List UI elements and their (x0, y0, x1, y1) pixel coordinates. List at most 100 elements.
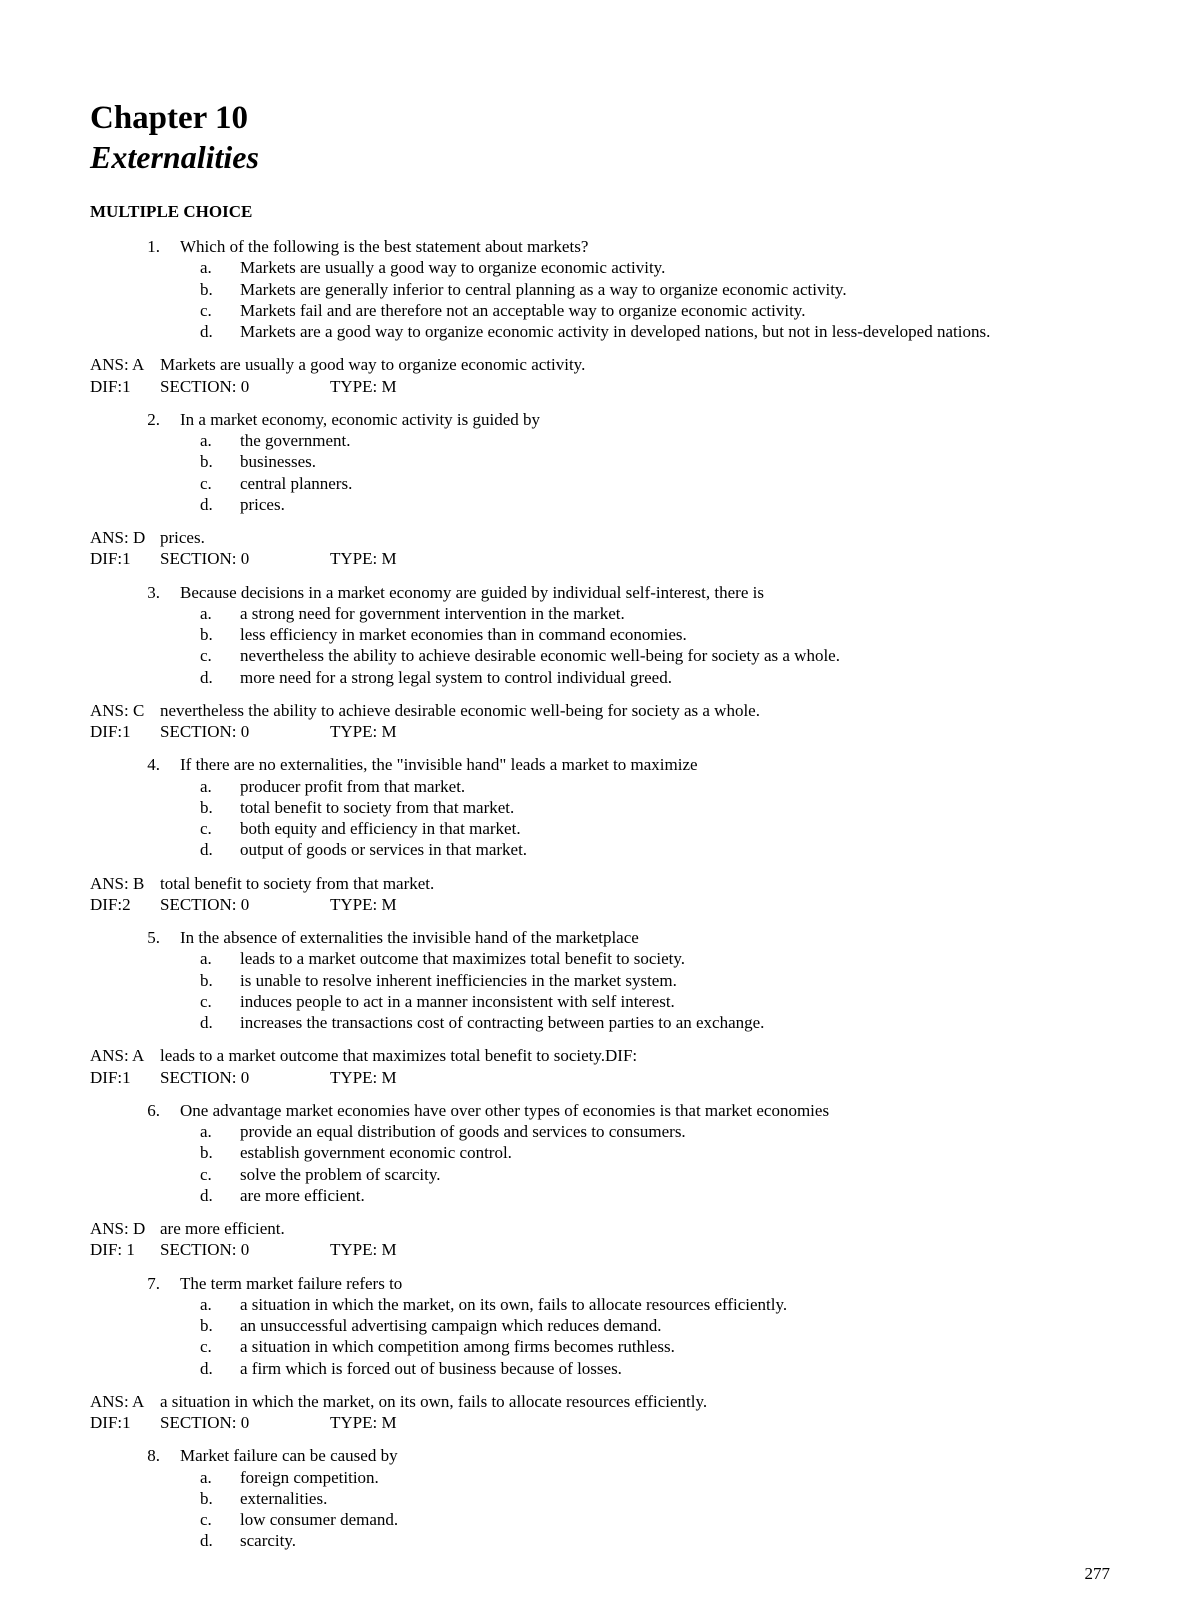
page-number: 277 (1085, 1564, 1111, 1584)
answer-label: ANS: B (90, 873, 160, 894)
answer-line: ANS: Dare more efficient. (90, 1218, 1110, 1239)
option-text: output of goods or services in that mark… (240, 839, 1110, 860)
option-letter: d. (180, 1012, 240, 1033)
question-number: 8. (90, 1445, 180, 1466)
option-letter: c. (180, 473, 240, 494)
option-row: c.solve the problem of scarcity. (90, 1164, 1110, 1185)
meta-section: SECTION: 0 (160, 1412, 330, 1433)
option-letter: d. (180, 321, 240, 342)
meta-section: SECTION: 0 (160, 1239, 330, 1260)
meta-type: TYPE: M (330, 721, 1110, 742)
answer-label: ANS: C (90, 700, 160, 721)
option-letter: a. (180, 1467, 240, 1488)
option-text: leads to a market outcome that maximizes… (240, 948, 1110, 969)
meta-type: TYPE: M (330, 1067, 1110, 1088)
meta-section: SECTION: 0 (160, 548, 330, 569)
option-letter: a. (180, 257, 240, 278)
option-text: both equity and efficiency in that marke… (240, 818, 1110, 839)
option-letter: c. (180, 300, 240, 321)
option-row: d.output of goods or services in that ma… (90, 839, 1110, 860)
option-text: a firm which is forced out of business b… (240, 1358, 1110, 1379)
meta-line: DIF: 1SECTION: 0TYPE: M (90, 1239, 1110, 1260)
option-row: b.externalities. (90, 1488, 1110, 1509)
option-row: b.establish government economic control. (90, 1142, 1110, 1163)
option-row: c.Markets fail and are therefore not an … (90, 300, 1110, 321)
option-text: nevertheless the ability to achieve desi… (240, 645, 1110, 666)
option-row: c.central planners. (90, 473, 1110, 494)
option-row: d.increases the transactions cost of con… (90, 1012, 1110, 1033)
option-text: more need for a strong legal system to c… (240, 667, 1110, 688)
option-row: a.leads to a market outcome that maximiz… (90, 948, 1110, 969)
option-letter: c. (180, 645, 240, 666)
answer-line: ANS: Dprices. (90, 527, 1110, 548)
option-text: a situation in which the market, on its … (240, 1294, 1110, 1315)
meta-type: TYPE: M (330, 1239, 1110, 1260)
option-row: a.provide an equal distribution of goods… (90, 1121, 1110, 1142)
option-letter: a. (180, 603, 240, 624)
question-text: One advantage market economies have over… (180, 1100, 1110, 1121)
meta-section: SECTION: 0 (160, 1067, 330, 1088)
option-letter: c. (180, 818, 240, 839)
meta-line: DIF:1SECTION: 0TYPE: M (90, 376, 1110, 397)
option-row: c.a situation in which competition among… (90, 1336, 1110, 1357)
question-block: 3.Because decisions in a market economy … (90, 582, 1110, 688)
option-letter: b. (180, 451, 240, 472)
document-page: Chapter 10 Externalities MULTIPLE CHOICE… (0, 0, 1200, 1624)
option-text: Markets are usually a good way to organi… (240, 257, 1110, 278)
question-block: 6.One advantage market economies have ov… (90, 1100, 1110, 1206)
option-row: d.scarcity. (90, 1530, 1110, 1551)
option-letter: d. (180, 667, 240, 688)
option-row: a.a strong need for government intervent… (90, 603, 1110, 624)
question-text: If there are no externalities, the "invi… (180, 754, 1110, 775)
option-row: a.the government. (90, 430, 1110, 451)
question-row: 5.In the absence of externalities the in… (90, 927, 1110, 948)
question-block: 8.Market failure can be caused bya.forei… (90, 1445, 1110, 1551)
option-row: d.a firm which is forced out of business… (90, 1358, 1110, 1379)
chapter-subtitle: Externalities (90, 139, 1110, 176)
option-letter: b. (180, 797, 240, 818)
option-letter: b. (180, 1315, 240, 1336)
answer-line: ANS: Btotal benefit to society from that… (90, 873, 1110, 894)
question-block: 2.In a market economy, economic activity… (90, 409, 1110, 515)
answer-text: total benefit to society from that marke… (160, 873, 1110, 894)
meta-line: DIF:1SECTION: 0TYPE: M (90, 1412, 1110, 1433)
option-text: induces people to act in a manner incons… (240, 991, 1110, 1012)
option-letter: b. (180, 279, 240, 300)
answer-line: ANS: AMarkets are usually a good way to … (90, 354, 1110, 375)
option-text: foreign competition. (240, 1467, 1110, 1488)
answer-text: a situation in which the market, on its … (160, 1391, 1110, 1412)
question-block: 5.In the absence of externalities the in… (90, 927, 1110, 1033)
questions-container: 1.Which of the following is the best sta… (90, 236, 1110, 1552)
question-number: 5. (90, 927, 180, 948)
question-text: Because decisions in a market economy ar… (180, 582, 1110, 603)
option-text: total benefit to society from that marke… (240, 797, 1110, 818)
answer-label: ANS: D (90, 527, 160, 548)
option-row: a.producer profit from that market. (90, 776, 1110, 797)
meta-line: DIF:1SECTION: 0TYPE: M (90, 548, 1110, 569)
answer-label: ANS: A (90, 1391, 160, 1412)
question-number: 3. (90, 582, 180, 603)
option-row: b.businesses. (90, 451, 1110, 472)
option-letter: c. (180, 1164, 240, 1185)
answer-label: ANS: A (90, 1045, 160, 1066)
option-letter: c. (180, 1509, 240, 1530)
option-text: increases the transactions cost of contr… (240, 1012, 1110, 1033)
answer-text: prices. (160, 527, 1110, 548)
meta-dif: DIF: 1 (90, 1239, 160, 1260)
option-text: is unable to resolve inherent inefficien… (240, 970, 1110, 991)
option-text: central planners. (240, 473, 1110, 494)
option-text: producer profit from that market. (240, 776, 1110, 797)
option-row: d.prices. (90, 494, 1110, 515)
meta-type: TYPE: M (330, 894, 1110, 915)
answer-text: Markets are usually a good way to organi… (160, 354, 1110, 375)
meta-line: DIF:1SECTION: 0TYPE: M (90, 721, 1110, 742)
question-text: Which of the following is the best state… (180, 236, 1110, 257)
option-row: d.are more efficient. (90, 1185, 1110, 1206)
option-letter: a. (180, 430, 240, 451)
option-letter: d. (180, 1358, 240, 1379)
meta-type: TYPE: M (330, 1412, 1110, 1433)
question-number: 6. (90, 1100, 180, 1121)
meta-dif: DIF:1 (90, 376, 160, 397)
option-letter: c. (180, 1336, 240, 1357)
chapter-title: Chapter 10 (90, 100, 1110, 137)
